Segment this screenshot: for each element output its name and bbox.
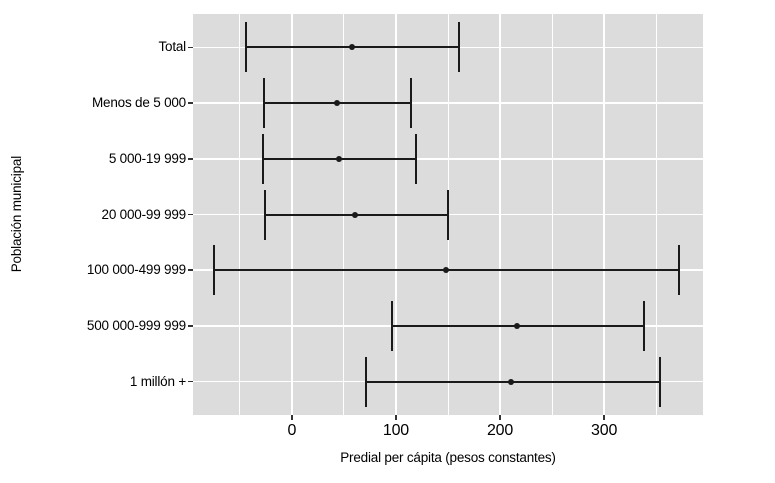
x-axis-title: Predial per cápita (pesos constantes) [340,450,556,465]
errorbar-cap-left [262,78,265,129]
category-label: 5 000-19 999 [108,150,186,166]
errorbar-cap-right [447,189,449,240]
errorbar-cap-left [390,300,393,351]
category-label: Menos de 5 000 [91,95,186,111]
y-axis-tick [188,213,193,216]
category-label: Total [158,39,186,55]
y-axis-tick [188,46,193,49]
x-axis-tick [291,415,293,420]
x-axis-tick [499,415,501,420]
plot-panel [193,14,703,415]
y-axis-tick [188,102,193,104]
category-label: 20 000-99 999 [101,206,187,222]
errorbar-cap-left [263,189,266,240]
errorbar-cap-right [414,133,417,184]
y-axis-tick [188,269,193,271]
x-tick-label: 300 [591,422,618,439]
errorbar-cap-right [458,22,461,73]
x-tick-label: 200 [486,422,514,439]
point-estimate-dot [349,44,356,51]
errorbar-cap-right [659,356,662,407]
errorbar-cap-left [364,356,367,407]
x-axis-tick [603,415,605,420]
point-estimate-dot [335,155,342,162]
category-label: 500 000-999 999 [86,317,186,333]
errorbar-cap-left [212,245,215,296]
errorbar-cap-left [261,133,264,184]
category-label: 1 millón + [129,373,186,389]
y-axis-tick [188,325,193,327]
point-estimate-dot [333,100,340,107]
y-axis-tick [188,158,193,160]
gridline-row [193,102,703,104]
category-label: 100 000-499 999 [86,262,186,278]
errorbar-cap-right [642,300,645,351]
gridline-row [193,158,703,160]
point-estimate-dot [352,211,359,218]
point-estimate-dot [442,267,449,274]
point-estimate-dot [508,378,515,385]
point-estimate-dot [513,322,520,329]
x-tick-label: 0 [287,422,297,439]
errorbar-cap-right [678,245,681,296]
errorbar-cap-left [245,22,248,73]
x-tick-label: 100 [382,422,409,439]
x-axis-tick [395,415,397,420]
y-axis-tick [188,380,193,383]
errorbar-cap-right [409,78,412,129]
